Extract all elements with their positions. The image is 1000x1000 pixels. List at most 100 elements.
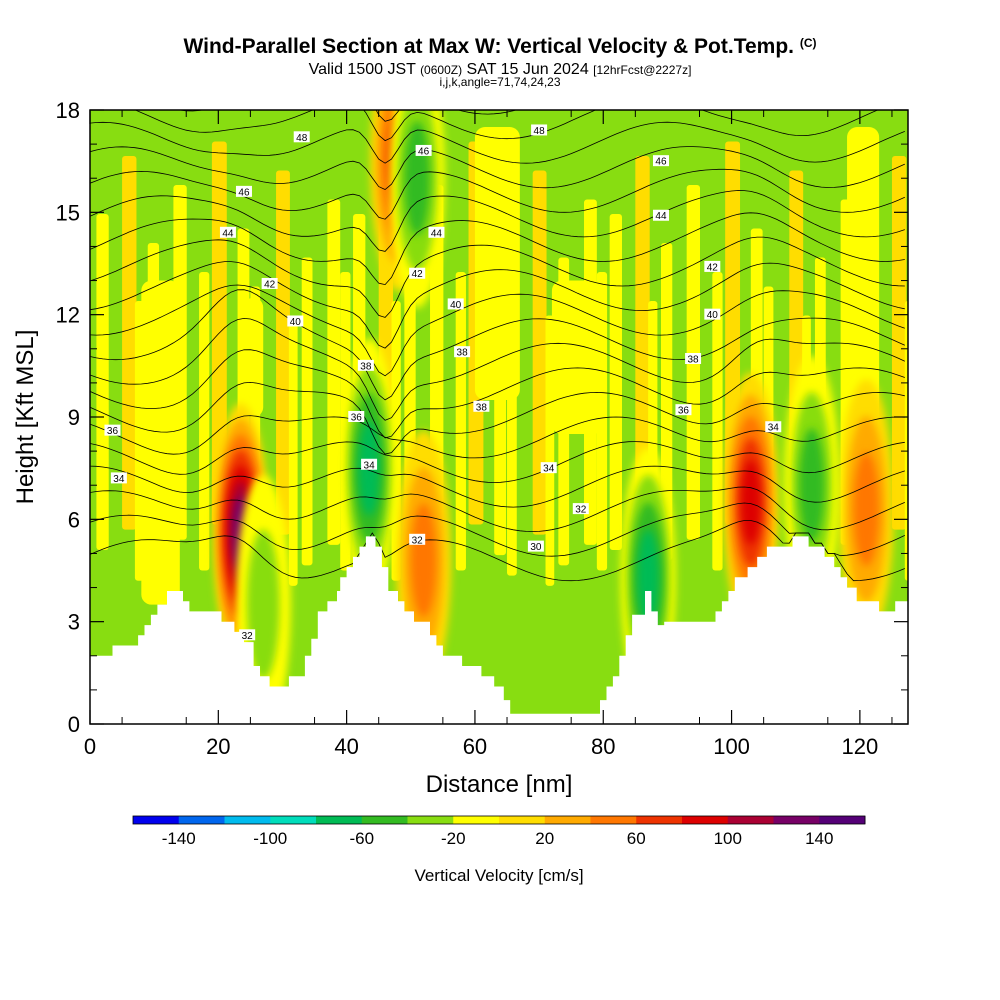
theta-label-text: 48 <box>534 126 546 137</box>
theta-label-bg <box>454 346 471 358</box>
chart-title-text: Wind-Parallel Section at Max W: Vertical… <box>183 35 794 58</box>
colorbar-tick-label: -60 <box>349 829 374 848</box>
velocity-contour <box>741 459 761 545</box>
velocity-contour <box>410 503 437 618</box>
theta-label: 40 <box>704 308 721 321</box>
theta-isoline <box>90 381 905 455</box>
theta-isoline <box>90 261 905 349</box>
colorbar-swatch <box>544 816 591 824</box>
colorbar-tick-label: 140 <box>805 829 833 848</box>
theta-label: 34 <box>765 421 782 434</box>
colorbar-swatch <box>407 816 454 824</box>
theta-label-bg <box>110 472 127 484</box>
updraft-stripe <box>551 280 604 435</box>
theta-label-bg <box>235 185 252 197</box>
x-tick-label: 20 <box>206 734 230 759</box>
theta-label: 36 <box>104 424 121 437</box>
theta-label-text: 36 <box>351 413 363 424</box>
theta-label-text: 32 <box>242 631 254 642</box>
theta-label-text: 38 <box>360 361 372 372</box>
colorbar-tick-label: -140 <box>162 829 196 848</box>
theta-label: 38 <box>454 346 471 359</box>
theta-label-bg <box>261 277 278 289</box>
terrain-fill <box>90 536 908 724</box>
theta-label: 34 <box>110 472 127 485</box>
updraft-stripe <box>288 315 298 586</box>
terrain <box>90 536 908 724</box>
theta-label: 38 <box>473 400 490 413</box>
theta-label-bg <box>473 400 490 412</box>
theta-label-text: 42 <box>412 269 424 280</box>
theta-isoline <box>90 284 905 377</box>
y-tick-label: 18 <box>56 98 80 123</box>
theta-label: 32 <box>409 533 426 546</box>
theta-label-bg <box>704 308 721 320</box>
theta-label: 32 <box>572 503 589 516</box>
y-tick-label: 15 <box>56 200 80 225</box>
theta-label-bg <box>219 226 236 238</box>
theta-label: 38 <box>357 359 374 372</box>
potential-temperature-isolines <box>90 110 905 582</box>
updraft-stripe <box>532 170 547 535</box>
theta-label-bg <box>540 462 557 474</box>
colorbar-swatch <box>133 816 180 824</box>
theta-label-text: 44 <box>655 211 667 222</box>
theta-label-text: 38 <box>476 402 488 413</box>
theta-label-text: 38 <box>457 348 469 359</box>
theta-label: 46 <box>235 185 252 198</box>
theta-isoline <box>90 317 905 421</box>
theta-label: 40 <box>447 298 464 311</box>
theta-label: 38 <box>685 353 702 366</box>
colorbar-swatch <box>636 816 683 824</box>
updraft-stripe <box>122 156 137 530</box>
theta-label-text: 44 <box>222 228 234 239</box>
theta-isoline <box>90 520 905 582</box>
theta-label-text: 40 <box>450 300 462 311</box>
theta-label-bg <box>409 267 426 279</box>
theta-label-text: 44 <box>431 228 443 239</box>
theta-label-bg <box>409 533 426 545</box>
theta-label-bg <box>357 359 374 371</box>
colorbar-tick-label: 60 <box>627 829 646 848</box>
theta-label-bg <box>348 411 365 422</box>
theta-label: 34 <box>540 462 557 475</box>
theta-label-text: 36 <box>107 426 119 437</box>
theta-isoline <box>90 465 905 508</box>
updraft-stripe <box>301 257 313 566</box>
colorbar-swatch <box>590 816 637 824</box>
colorbar-swatch <box>819 816 866 824</box>
theta-label: 40 <box>287 315 304 328</box>
theta-label-bg <box>239 629 256 641</box>
theta-label-text: 42 <box>707 262 719 273</box>
updraft-stripe <box>474 127 520 400</box>
theta-label-bg <box>447 298 464 310</box>
y-tick-label: 12 <box>56 303 80 328</box>
copyright-mark: (C) <box>799 36 817 50</box>
theta-label-bg <box>652 155 669 167</box>
colorbar-swatch <box>270 816 317 824</box>
colorbar-swatch <box>773 816 820 824</box>
colorbar-swatch <box>453 816 500 824</box>
theta-label-text: 36 <box>678 406 690 417</box>
theta-label-bg <box>361 458 378 470</box>
colorbar-swatch <box>178 816 225 824</box>
theta-label: 46 <box>415 144 432 157</box>
theta-label: 44 <box>428 226 445 239</box>
colorbar-tick-label: -20 <box>441 829 466 848</box>
theta-label-bg <box>704 260 721 272</box>
theta-label: 36 <box>675 404 692 417</box>
chart-subtitle: Valid 1500 JST (0600Z) SAT 15 Jun 2024 [… <box>0 61 1000 79</box>
colorbar: -140 -100 -60 -20 20 60 100 140 Vertical Velocit… <box>132 815 866 885</box>
theta-label: 42 <box>261 277 278 290</box>
theta-isoline <box>90 415 905 459</box>
theta-label-text: 34 <box>543 464 555 475</box>
colorbar-swatch <box>224 816 271 824</box>
x-tick-label: 100 <box>713 734 750 759</box>
colorbar-label: Vertical Velocity [cm/s] <box>414 866 583 885</box>
colorbar-swatch <box>361 816 408 824</box>
theta-label-text: 40 <box>707 310 719 321</box>
updraft-stripe <box>96 214 109 551</box>
theta-label: 32 <box>239 629 256 642</box>
velocity-contour <box>799 428 825 543</box>
